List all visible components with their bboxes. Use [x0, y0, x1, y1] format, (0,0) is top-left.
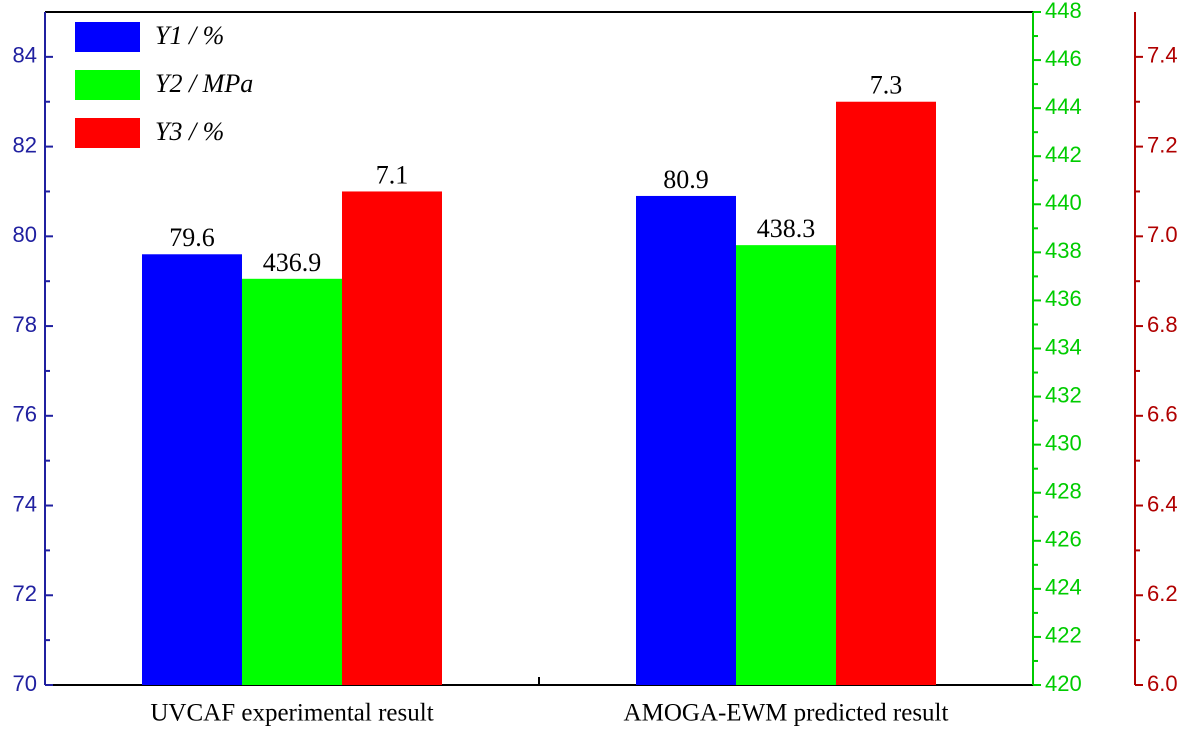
legend-swatch	[75, 70, 140, 100]
bar	[142, 254, 242, 685]
y-tick-label: 70	[13, 671, 37, 696]
y3-tick-label: 6.2	[1147, 581, 1178, 606]
y2-tick-label: 432	[1045, 382, 1082, 407]
y3-tick-label: 6.0	[1147, 671, 1178, 696]
y3-tick-label: 6.8	[1147, 312, 1178, 337]
legend-swatch	[75, 22, 140, 52]
y-tick-label: 84	[13, 43, 37, 68]
y-tick-label: 74	[13, 491, 37, 516]
y-tick-label: 78	[13, 312, 37, 337]
y2-tick-label: 424	[1045, 575, 1082, 600]
y2-tick-label: 444	[1045, 94, 1082, 119]
y3-tick-label: 6.4	[1147, 491, 1178, 516]
y-tick-label: 80	[13, 222, 37, 247]
legend-swatch	[75, 118, 140, 148]
y2-tick-label: 426	[1045, 527, 1082, 552]
y2-tick-label: 442	[1045, 142, 1082, 167]
value-label: 79.6	[169, 223, 215, 252]
bar	[736, 245, 836, 685]
y2-tick-label: 440	[1045, 190, 1082, 215]
y-tick-label: 72	[13, 581, 37, 606]
y2-tick-label: 428	[1045, 479, 1082, 504]
y-tick-label: 76	[13, 402, 37, 427]
y2-tick-label: 446	[1045, 46, 1082, 71]
value-label: 7.1	[376, 160, 409, 189]
x-tick-label: UVCAF experimental result	[150, 700, 433, 727]
legend-label: Y3 / %	[155, 117, 224, 146]
y2-tick-label: 438	[1045, 238, 1082, 263]
value-label: 438.3	[757, 214, 816, 243]
y2-tick-label: 448	[1045, 0, 1082, 23]
legend-label: Y2 / MPa	[155, 69, 253, 98]
value-label: 7.3	[870, 71, 903, 100]
y3-tick-label: 7.0	[1147, 222, 1178, 247]
y2-tick-label: 434	[1045, 334, 1082, 359]
value-label: 80.9	[663, 165, 709, 194]
bar	[636, 195, 736, 685]
value-label: 436.9	[263, 248, 322, 277]
y2-tick-label: 430	[1045, 430, 1082, 455]
x-tick-label: AMOGA-EWM predicted result	[624, 700, 949, 727]
y2-tick-label: 436	[1045, 286, 1082, 311]
y2-tick-label: 422	[1045, 623, 1082, 648]
y2-tick-label: 420	[1045, 671, 1082, 696]
bar	[342, 191, 442, 685]
y3-tick-label: 7.4	[1147, 43, 1178, 68]
legend-label: Y1 / %	[155, 21, 224, 50]
bar	[836, 101, 936, 685]
y3-tick-label: 7.2	[1147, 132, 1178, 157]
y3-tick-label: 6.6	[1147, 402, 1178, 427]
bar	[242, 278, 342, 685]
y-tick-label: 82	[13, 132, 37, 157]
